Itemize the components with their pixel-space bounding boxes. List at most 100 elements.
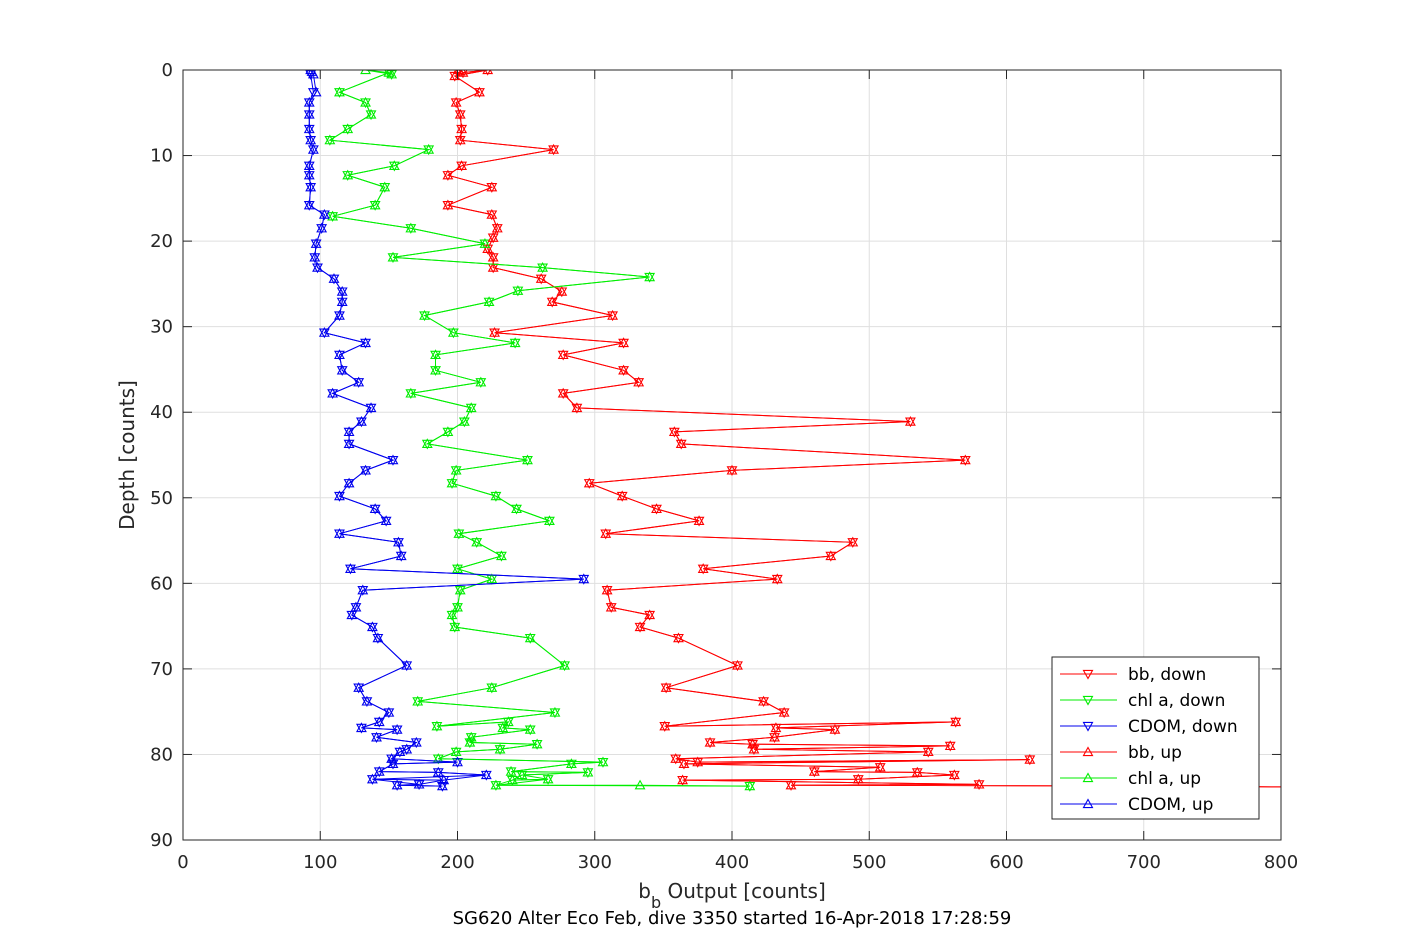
data-point-marker — [447, 327, 459, 337]
data-point-marker — [327, 210, 339, 221]
data-point-marker — [393, 536, 404, 547]
data-point-marker — [559, 659, 570, 670]
x-tick-label: 800 — [1264, 852, 1298, 873]
data-point-marker — [522, 454, 533, 465]
data-point-marker — [345, 563, 356, 573]
data-point-marker — [675, 438, 687, 449]
data-point-marker — [726, 464, 738, 475]
data-point-marker — [353, 682, 365, 692]
data-point-marker — [334, 309, 345, 320]
data-point-marker — [950, 716, 962, 727]
data-point-marker — [442, 199, 454, 210]
data-point-marker — [634, 621, 646, 632]
data-point-marker — [692, 756, 704, 767]
data-point-marker — [618, 337, 630, 348]
data-point-marker — [334, 86, 345, 97]
data-point-marker — [394, 746, 406, 757]
data-point-marker — [438, 774, 450, 785]
data-point-marker — [343, 438, 355, 449]
data-point-marker — [366, 621, 378, 632]
data-point-marker — [360, 96, 371, 107]
legend-label: chl a, up — [1128, 769, 1201, 789]
data-point-marker — [744, 780, 756, 791]
data-point-marker — [342, 123, 354, 134]
data-point-marker — [391, 724, 403, 734]
data-point-marker — [334, 528, 345, 538]
data-point-marker — [453, 70, 465, 75]
x-axis-label: bb Output [counts] — [638, 879, 826, 912]
data-point-marker — [973, 778, 985, 789]
data-point-marker — [456, 160, 468, 170]
y-tick-label: 10 — [150, 146, 173, 167]
data-point-marker — [732, 659, 743, 670]
data-point-marker — [524, 724, 536, 734]
y-tick-label: 30 — [150, 317, 173, 338]
data-point-marker — [360, 70, 371, 75]
axis-ticks: 0 100 200 300 400 500 600 700 800 0 10 20 30 40 50 60 70… — [150, 60, 1298, 873]
series-layer — [303, 70, 1281, 792]
data-point-marker — [578, 573, 590, 584]
data-point-marker — [432, 766, 444, 777]
data-point-marker — [582, 766, 594, 777]
data-point-marker — [651, 503, 662, 514]
data-point-marker — [450, 464, 462, 475]
data-point-marker — [531, 738, 543, 749]
data-point-marker — [556, 285, 568, 296]
data-point-marker — [948, 769, 960, 780]
data-point-marker — [487, 232, 499, 242]
legend-item: CDOM, up — [1060, 795, 1213, 815]
y-tick-label: 40 — [150, 402, 173, 423]
data-point-marker — [489, 327, 500, 337]
data-point-marker — [486, 682, 498, 692]
data-point-marker — [557, 349, 569, 360]
data-point-marker — [310, 86, 322, 97]
data-point-marker — [303, 96, 315, 107]
data-point-marker — [509, 337, 521, 348]
data-point-marker — [305, 134, 317, 145]
data-point-marker — [479, 238, 491, 248]
data-point-marker — [583, 477, 595, 488]
data-point-marker — [847, 536, 859, 547]
data-point-marker — [1024, 753, 1036, 764]
data-point-marker — [678, 758, 690, 769]
data-point-marker — [495, 550, 507, 561]
data-point-marker — [454, 108, 466, 119]
data-point-marker — [369, 503, 381, 514]
data-point-marker — [305, 70, 317, 75]
data-point-marker — [361, 695, 373, 706]
data-point-marker — [401, 743, 413, 754]
x-tick-label: 0 — [177, 852, 188, 873]
legend-label: CDOM, down — [1128, 717, 1238, 737]
legend-marker — [1082, 772, 1094, 783]
data-point-marker — [464, 736, 476, 747]
data-point-marker — [309, 251, 321, 262]
data-point-marker — [383, 706, 395, 717]
data-point-marker — [316, 222, 328, 233]
data-point-marker — [465, 402, 477, 413]
data-point-marker — [758, 695, 770, 706]
data-point-marker — [334, 490, 345, 501]
data-point-marker — [405, 222, 417, 233]
data-point-marker — [386, 70, 398, 79]
legend-item: bb, up — [1060, 743, 1182, 763]
data-point-marker — [770, 722, 782, 733]
data-point-marker — [486, 573, 498, 584]
data-point-marker — [535, 273, 547, 283]
data-point-marker — [421, 438, 433, 449]
y-tick-label: 70 — [150, 659, 173, 680]
data-point-marker — [490, 490, 502, 501]
x-tick-label: 400 — [715, 852, 749, 873]
data-point-marker — [454, 134, 466, 145]
series-5 — [303, 70, 590, 791]
data-point-marker — [303, 123, 315, 134]
data-point-marker — [512, 285, 524, 295]
data-point-marker — [450, 96, 462, 107]
data-point-marker — [785, 779, 797, 790]
data-point-marker — [369, 199, 381, 210]
legend-marker — [1082, 669, 1094, 680]
data-point-marker — [380, 515, 392, 526]
data-point-marker — [446, 477, 458, 488]
x-tick-label: 300 — [578, 852, 612, 873]
data-point-marker — [565, 758, 577, 769]
y-tick-label: 20 — [150, 231, 173, 252]
